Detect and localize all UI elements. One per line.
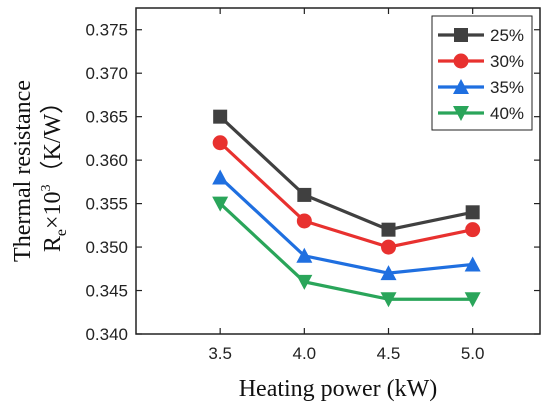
x-tick-label: 4.5 bbox=[377, 344, 401, 363]
series-line bbox=[219, 202, 473, 301]
y-tick-label: 0.370 bbox=[85, 64, 128, 83]
data-point bbox=[212, 135, 228, 151]
y-tick-label: 0.375 bbox=[85, 21, 128, 40]
series-line bbox=[219, 176, 473, 275]
series-3 bbox=[212, 169, 481, 281]
y-tick-label: 0.340 bbox=[85, 325, 128, 344]
data-point bbox=[380, 292, 397, 308]
data-point bbox=[296, 213, 312, 229]
data-point bbox=[464, 292, 481, 308]
legend-label: 30% bbox=[490, 52, 524, 71]
y-axis-title-line2: Re×103（K/W） bbox=[39, 90, 70, 252]
data-point bbox=[380, 265, 397, 281]
legend-entry: 35% bbox=[438, 78, 524, 97]
legend-marker bbox=[454, 28, 468, 42]
y-tick-label: 0.350 bbox=[85, 238, 128, 257]
y-tick-label: 0.355 bbox=[85, 195, 128, 214]
y-tick-label: 0.360 bbox=[85, 151, 128, 170]
legend-marker bbox=[453, 106, 469, 121]
data-point bbox=[381, 239, 396, 255]
y-axis-title-line1: Thermal resistance bbox=[10, 80, 36, 262]
y-axis: 0.340 0.345 0.350 0.355 0.360 0.365 0.370 0.375 bbox=[85, 21, 540, 344]
x-tick-label: 4.0 bbox=[293, 344, 317, 363]
x-tick-label: 3.5 bbox=[208, 344, 232, 363]
legend-marker bbox=[453, 53, 469, 69]
legend: 25% 30% 35% 40% bbox=[431, 15, 533, 131]
x-axis: 3.5 4.0 4.5 5.0 bbox=[208, 8, 484, 363]
data-point bbox=[381, 222, 396, 237]
data-point bbox=[212, 169, 229, 185]
series-line bbox=[219, 141, 473, 249]
series-2 bbox=[212, 135, 481, 255]
legend-label: 35% bbox=[490, 78, 524, 97]
series-line bbox=[219, 115, 473, 232]
data-point bbox=[465, 222, 481, 238]
legend-marker bbox=[453, 79, 469, 94]
x-tick-label: 5.0 bbox=[461, 344, 485, 363]
series-1 bbox=[213, 109, 480, 237]
data-point bbox=[465, 205, 480, 220]
data-point bbox=[212, 196, 229, 212]
data-point bbox=[297, 187, 312, 202]
data-point bbox=[296, 274, 313, 290]
data-point bbox=[464, 256, 481, 272]
legend-label: 25% bbox=[490, 26, 524, 45]
data-point bbox=[213, 109, 228, 124]
x-axis-title: Heating power (kW) bbox=[239, 376, 438, 402]
y-axis-title: Thermal resistance Re×103（K/W） bbox=[10, 80, 70, 262]
legend-label: 40% bbox=[490, 104, 524, 123]
series-layer bbox=[212, 109, 481, 308]
plot-frame bbox=[135, 7, 541, 335]
y-tick-label: 0.345 bbox=[85, 282, 128, 301]
legend-entry: 25% bbox=[438, 26, 524, 45]
data-point bbox=[296, 247, 313, 263]
legend-entry: 40% bbox=[438, 104, 524, 123]
legend-entry: 30% bbox=[438, 52, 524, 71]
series-4 bbox=[212, 196, 481, 308]
y-tick-label: 0.365 bbox=[85, 108, 128, 127]
